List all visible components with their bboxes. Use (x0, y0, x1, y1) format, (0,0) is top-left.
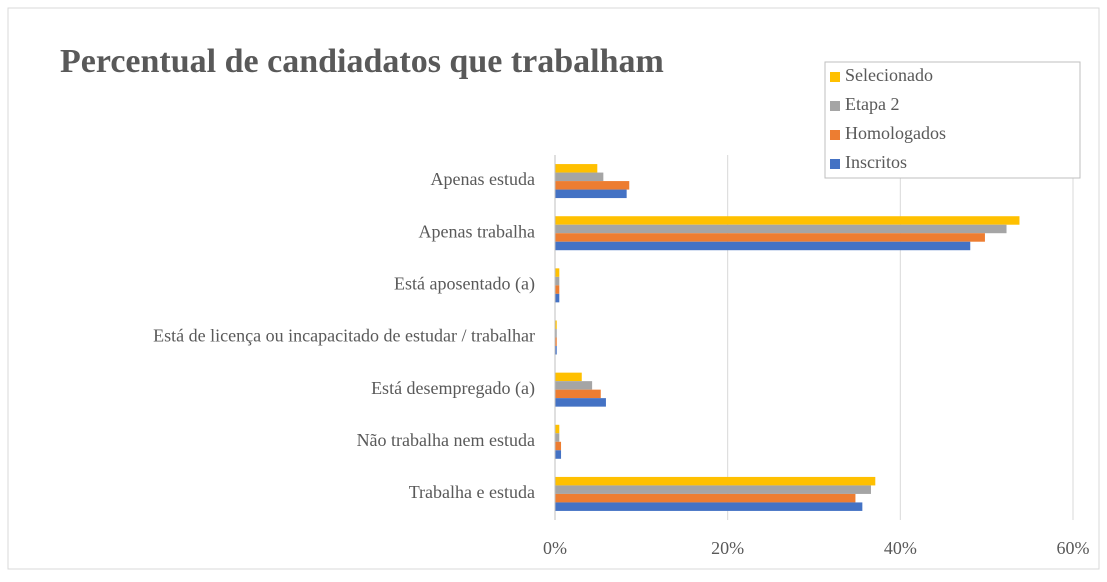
legend-label: Inscritos (845, 152, 907, 172)
bar (555, 285, 560, 294)
legend-swatch (830, 72, 840, 82)
legend-label: Etapa 2 (845, 94, 899, 114)
bar (555, 189, 627, 199)
y-tick-label: Apenas trabalha (419, 221, 535, 241)
x-tick-label: 20% (711, 538, 744, 558)
legend-swatch (830, 159, 840, 169)
bar (555, 381, 593, 390)
bar (555, 181, 630, 190)
chart-title: Percentual de candiadatos que trabalham (60, 43, 664, 80)
bar (555, 268, 560, 277)
y-tick-label: Não trabalha nem estuda (357, 430, 535, 450)
legend-box (824, 61, 1081, 179)
legend-swatch (830, 101, 840, 111)
bar (555, 398, 606, 407)
y-tick-label: Está desempregado (a) (371, 378, 535, 399)
bar (555, 493, 856, 503)
y-tick-label: Trabalha e estuda (409, 482, 535, 502)
bar (555, 172, 604, 182)
legend-label: Homologados (845, 123, 946, 143)
x-tick-label: 60% (1057, 538, 1090, 558)
bar (555, 224, 1007, 234)
bar (555, 216, 1020, 225)
bar (555, 441, 562, 451)
bar (555, 241, 971, 251)
y-tick-label: Apenas estuda (431, 169, 535, 189)
bar (555, 424, 560, 434)
bar (555, 485, 871, 494)
y-tick-label: Está aposentado (a) (394, 273, 535, 294)
bar (555, 337, 557, 346)
bar (555, 293, 560, 303)
legend-label: Selecionado (845, 65, 933, 85)
bar (555, 320, 557, 329)
bar (555, 502, 863, 511)
bar (555, 233, 985, 242)
x-tick-label: 40% (884, 538, 917, 558)
y-tick-label: Está de licença ou incapacitado de estud… (153, 326, 535, 346)
bar (555, 389, 601, 399)
bar (555, 476, 876, 486)
bar (555, 276, 560, 286)
bar (555, 433, 560, 442)
legend-swatch (830, 130, 840, 140)
bar (555, 450, 562, 459)
x-tick-label: 0% (543, 538, 567, 558)
bar (555, 164, 598, 173)
bar (555, 329, 557, 338)
bar (555, 372, 582, 382)
bar (555, 346, 557, 355)
